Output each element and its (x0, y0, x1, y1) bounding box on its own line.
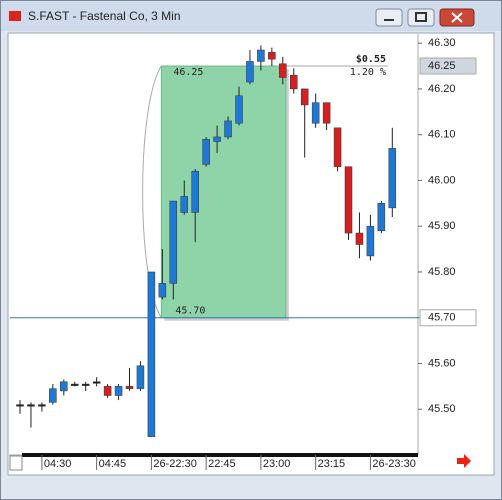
candle-body (366, 225, 375, 257)
candle-body (322, 102, 331, 124)
y-tick-label: 46.10 (428, 129, 456, 141)
measure-percent: 1.20 % (350, 67, 386, 78)
scroll-arrow[interactable] (457, 454, 471, 468)
candle-body (49, 388, 57, 403)
measure-high-label: 46.25 (173, 67, 203, 78)
y-tick-label: 45.80 (428, 266, 456, 278)
candle-body (333, 127, 342, 167)
candle-body (169, 200, 178, 284)
candle-body (136, 365, 145, 389)
x-tick-label: 04:30 (44, 458, 72, 470)
window-title: S.FAST - Fastenal Co, 3 Min (28, 9, 181, 23)
candle-body (311, 102, 320, 124)
candle-body (81, 383, 90, 386)
candle-body (60, 381, 68, 392)
candle-body (191, 171, 199, 213)
app-icon (9, 11, 21, 21)
measure-box (160, 65, 287, 319)
y-tick-label: 45.90 (428, 220, 456, 232)
measure-change: $0.55 (356, 54, 386, 65)
candle-body (103, 386, 112, 396)
candle-body (158, 283, 167, 298)
x-tick-label: 23:15 (318, 458, 346, 470)
candle-body (147, 271, 156, 437)
candle-body (114, 386, 123, 396)
candle-body (235, 95, 243, 124)
candle-body (202, 139, 210, 165)
candle-body (279, 63, 287, 78)
x-tick-label: 22:45 (208, 458, 236, 470)
price-tag-label: 46.25 (428, 60, 456, 72)
maximize-button[interactable] (407, 8, 435, 27)
y-tick-label: 46.30 (428, 37, 456, 49)
candle-body (224, 120, 232, 138)
candle-body (38, 404, 46, 407)
candle-body (27, 404, 35, 407)
x-tick-label: 04:45 (99, 458, 127, 470)
y-tick-label: 46.00 (428, 174, 456, 186)
measure-low-label: 45.70 (175, 306, 205, 317)
price-tag (419, 309, 477, 327)
y-tick-label: 45.60 (428, 357, 456, 369)
scroll-bar[interactable] (22, 453, 418, 457)
y-tick-label: 46.20 (428, 83, 456, 95)
y-tick-label: 45.50 (428, 403, 456, 415)
candle-body (268, 52, 276, 60)
candle-body (213, 136, 221, 142)
scroll-box[interactable] (9, 455, 23, 471)
x-tick-label: 26-22:30 (153, 458, 196, 470)
price-tag (419, 57, 477, 75)
candle-body (92, 381, 101, 384)
candle-body (125, 386, 134, 389)
candle-body (180, 196, 188, 213)
candle-body (71, 383, 79, 386)
candle-body (290, 74, 298, 90)
candle-body (377, 203, 386, 232)
candle-body (344, 166, 353, 234)
candle-body (388, 148, 397, 209)
candle-body (16, 404, 24, 407)
candle-body (246, 61, 254, 83)
x-tick-label: 23:00 (263, 458, 291, 470)
minimize-button[interactable] (375, 8, 403, 27)
candle-body (355, 232, 364, 245)
candle-body (257, 49, 265, 62)
candle-body (300, 88, 309, 106)
price-tag-label: 45.70 (428, 312, 456, 324)
x-tick-label: 26-23:30 (372, 458, 415, 470)
